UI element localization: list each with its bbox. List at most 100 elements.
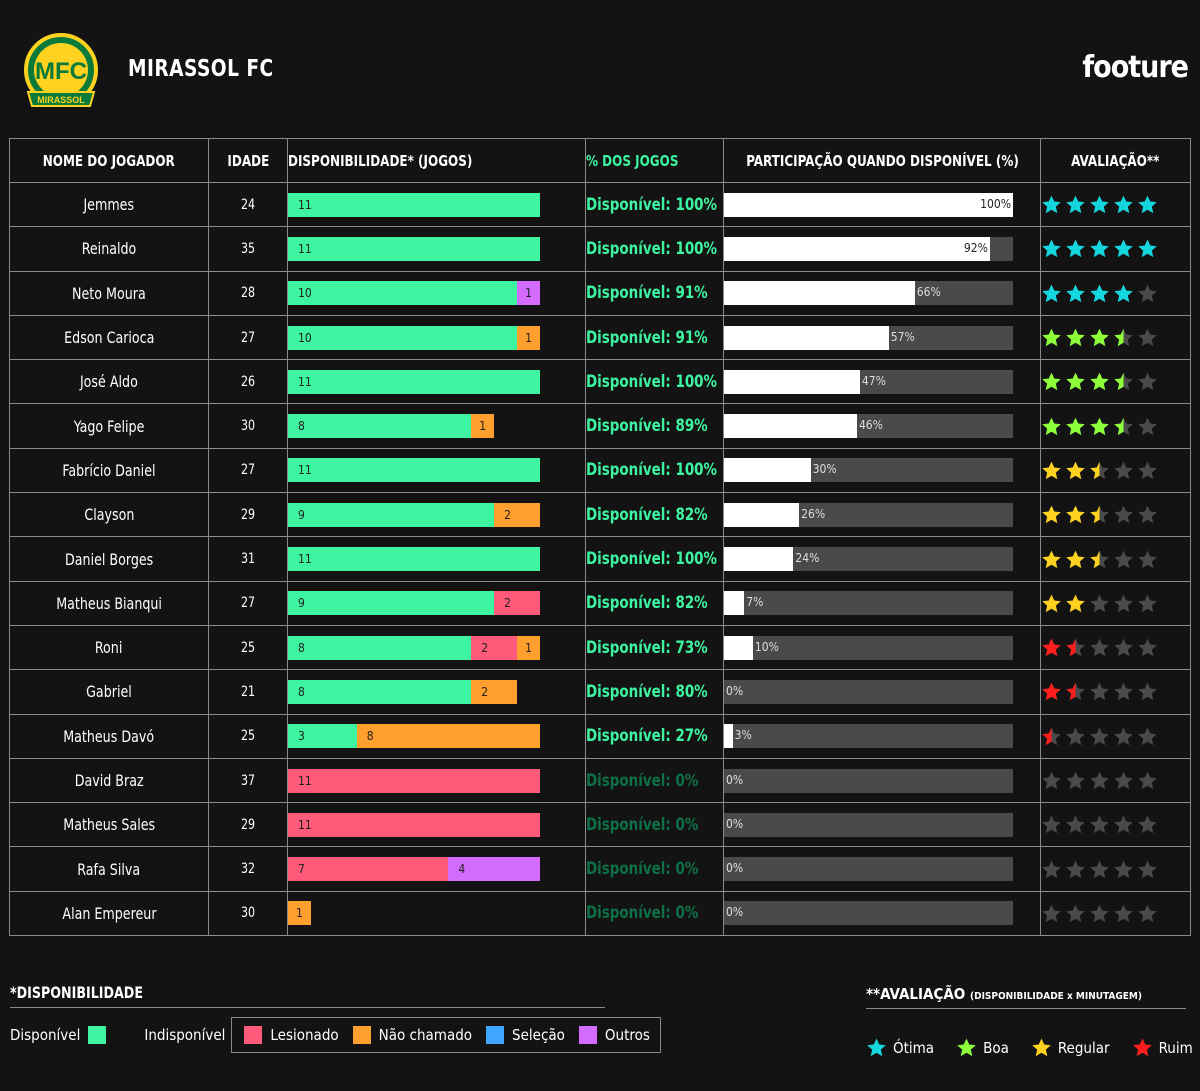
pct-games-text: Disponível: 100%: [586, 238, 718, 259]
player-name-cell: Yago Felipe: [9, 403, 209, 449]
star-icon: [1090, 461, 1109, 480]
pct-games-cell: Disponível: 27%: [585, 713, 724, 759]
pct-games-cell: Disponível: 73%: [585, 624, 724, 671]
table-row: Daniel Borges 31 11 Disponível: 100% 24%: [9, 536, 1191, 582]
table-row: Yago Felipe 30 8 1 Disponível: 89% 46%: [9, 403, 1191, 449]
star-icon: [1066, 328, 1085, 347]
participation-label: 0%: [726, 861, 744, 876]
rating-cell: [1040, 447, 1191, 494]
star-icon: [1090, 328, 1109, 347]
pct-games-text: Disponível: 91%: [586, 327, 708, 348]
participation-label: 92%: [963, 240, 988, 255]
pct-games-text: Disponível: 100%: [586, 549, 718, 570]
rating-stars: [1041, 238, 1161, 258]
availability-segment-not-called: 8: [356, 724, 540, 749]
participation-cell: 0%: [723, 669, 1041, 715]
participation-cell: 0%: [723, 757, 1041, 804]
pct-games-cell: Disponível: 0%: [585, 757, 724, 804]
availability-bar: 11: [288, 768, 540, 793]
star-icon: [1042, 815, 1061, 834]
participation-label: 7%: [746, 595, 764, 610]
star-icon: [1090, 417, 1109, 435]
rating-legend-row: Ótima Boa Regular Ruim: [866, 1037, 1193, 1058]
player-name: Matheus Davó: [63, 726, 155, 746]
availability-bar: 1: [288, 901, 540, 926]
star-icon: [1042, 461, 1061, 480]
star-icon: [1066, 594, 1085, 612]
rating-stars: [1041, 549, 1161, 568]
pct-games-cell: Disponível: 0%: [585, 846, 724, 892]
player-name: Rafa Silva: [77, 859, 141, 879]
availability-segment-injured: 2: [494, 591, 540, 616]
rating-cell: [1040, 580, 1191, 626]
participation-cell: 24%: [723, 536, 1041, 582]
availability-segment-available: 8: [288, 679, 472, 704]
player-age-cell: 30: [208, 890, 288, 937]
rating-stars: [1041, 371, 1161, 391]
star-icon: [1066, 638, 1085, 657]
player-name: Neto Moura: [72, 283, 146, 303]
player-name: Roni: [95, 638, 123, 658]
rating-stars: [1041, 770, 1161, 790]
participation-bar: 66%: [724, 281, 1013, 306]
star-icon: [1066, 550, 1085, 568]
star-icon: [1066, 417, 1085, 435]
rating-legend-label: Ótima: [893, 1038, 935, 1057]
star-icon: [1090, 771, 1109, 790]
star-icon: [1114, 461, 1133, 480]
participation-bar: 24%: [724, 547, 1013, 572]
star-icon: [1066, 727, 1085, 745]
player-name-cell: Reinaldo: [9, 226, 209, 272]
star-icon: [1090, 284, 1109, 302]
availability-segment-available: 8: [288, 414, 472, 439]
star-icon: [1114, 638, 1133, 657]
availability-segment-injured: 2: [471, 635, 518, 660]
participation-bar: 7%: [724, 591, 1013, 616]
rating-stars: [1041, 416, 1161, 435]
rating-cell: [1040, 802, 1191, 848]
player-age: 24: [240, 196, 256, 213]
player-age: 30: [240, 905, 256, 922]
star-icon: [1066, 771, 1085, 790]
player-name: Reinaldo: [81, 239, 137, 259]
star-icon: [1114, 240, 1133, 258]
availability-legend: *DISPONIBILIDADE Disponível Indisponível…: [10, 983, 661, 1053]
star-icon: [1114, 815, 1133, 834]
table-row: Matheus Sales 29 11 Disponível: 0% 0%: [9, 802, 1191, 848]
participation-cell: 92%: [723, 226, 1041, 272]
player-name: Matheus Sales: [63, 815, 155, 835]
availability-cell: 10 1: [287, 270, 586, 316]
star-icon: [1114, 417, 1133, 435]
logo-ribbon: MIRASSOL: [37, 95, 85, 105]
participation-bar: 0%: [724, 857, 1013, 882]
availability-bar: 11: [288, 369, 540, 394]
star-icon: [1114, 372, 1133, 391]
star-icon: [1138, 505, 1157, 524]
rating-cell: [1040, 890, 1191, 937]
participation-label: 100%: [980, 196, 1011, 211]
availability-cell: 11: [287, 359, 586, 405]
rating-legend-item-boa: Boa: [956, 1037, 1009, 1058]
participation-cell: 0%: [723, 802, 1041, 848]
availability-bar: 11: [288, 236, 540, 261]
rating-stars: [1041, 903, 1161, 923]
star-icon: [1042, 682, 1061, 701]
rating-stars: [1041, 726, 1161, 745]
participation-cell: 46%: [723, 403, 1041, 449]
participation-bar: 30%: [724, 458, 1013, 483]
participation-label: 0%: [726, 816, 744, 831]
star-icon: [1090, 550, 1109, 568]
rating-cell: [1040, 403, 1191, 449]
player-age: 37: [240, 772, 256, 789]
pct-games-cell: Disponível: 91%: [585, 314, 724, 361]
participation-fill: [724, 281, 915, 306]
star-icon: [1042, 328, 1061, 347]
star-icon: [1138, 284, 1157, 302]
rating-stars: [1041, 504, 1161, 524]
pct-games-text: Disponível: 100%: [586, 371, 718, 392]
